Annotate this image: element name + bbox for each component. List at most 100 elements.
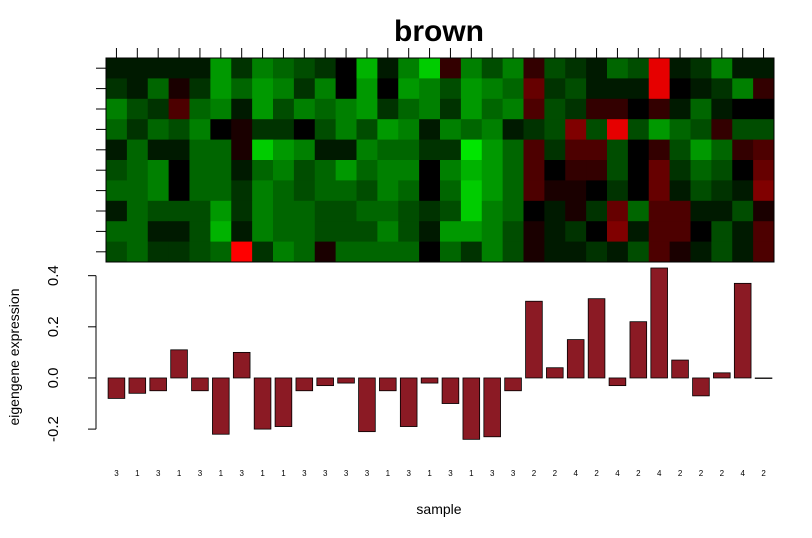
heatmap-cell (357, 78, 378, 99)
heatmap-cell (273, 140, 294, 161)
sample-label: 3 (156, 469, 161, 478)
bar (755, 378, 772, 379)
sample-label: 2 (720, 469, 725, 478)
heatmap-cell (732, 58, 753, 79)
heatmap-cell (586, 180, 607, 201)
heatmap-cell (336, 119, 357, 140)
heatmap-cell (670, 119, 691, 140)
heatmap-cell (252, 180, 273, 201)
heatmap-cell (148, 221, 169, 242)
sample-label: 1 (281, 469, 286, 478)
heatmap-cell (294, 140, 315, 161)
heatmap-cell (565, 221, 586, 242)
bar (275, 378, 292, 427)
heatmap-cell (482, 242, 503, 263)
sample-label: 2 (678, 469, 683, 478)
bar (317, 378, 334, 386)
heatmap-cell (524, 58, 545, 79)
heatmap-cell (628, 180, 649, 201)
heatmap-cell (732, 140, 753, 161)
heatmap-cell (503, 160, 524, 181)
bar (693, 378, 710, 396)
heatmap-cell (691, 221, 712, 242)
heatmap-cell (315, 160, 336, 181)
heatmap-cell (169, 201, 190, 222)
heatmap-cell (691, 58, 712, 79)
heatmap-cell (127, 221, 148, 242)
heatmap-cell (628, 140, 649, 161)
heatmap-cell (732, 78, 753, 99)
heatmap-cell (607, 160, 628, 181)
heatmap-cell (190, 119, 211, 140)
heatmap-cell (398, 242, 419, 263)
sample-label: 3 (511, 469, 516, 478)
heatmap-cell (565, 140, 586, 161)
heatmap-cell (524, 78, 545, 99)
heatmap-cell (649, 78, 670, 99)
heatmap-cell (628, 119, 649, 140)
sample-label: 3 (448, 469, 453, 478)
bar (588, 299, 605, 378)
heatmap-cell (190, 242, 211, 263)
heatmap-cell (315, 119, 336, 140)
heatmap-cell (357, 242, 378, 263)
heatmap-cell (586, 160, 607, 181)
heatmap-cell (231, 201, 252, 222)
sample-label: 2 (532, 469, 537, 478)
heatmap-cell (336, 242, 357, 263)
heatmap-cell (649, 119, 670, 140)
heatmap-cell (544, 180, 565, 201)
heatmap-cell (357, 180, 378, 201)
heatmap-cell (482, 78, 503, 99)
bar (254, 378, 271, 429)
y-tick-label: 0.2 (45, 316, 62, 337)
heatmap-cell (419, 119, 440, 140)
bar (505, 378, 522, 391)
heatmap-cell (398, 201, 419, 222)
bar (567, 340, 584, 378)
heatmap-cell (732, 201, 753, 222)
heatmap-cell (503, 78, 524, 99)
heatmap-cell (753, 242, 774, 263)
heatmap-cell (753, 119, 774, 140)
heatmap-cell (169, 221, 190, 242)
heatmap-cell (732, 160, 753, 181)
heatmap-cell (586, 140, 607, 161)
heatmap-cell (607, 140, 628, 161)
heatmap-cell (607, 201, 628, 222)
heatmap-cell (190, 140, 211, 161)
heatmap-cell (190, 221, 211, 242)
heatmap-cell (106, 78, 127, 99)
heatmap-cell (586, 78, 607, 99)
heatmap-cell (524, 140, 545, 161)
heatmap-cell (670, 201, 691, 222)
heatmap-cell (607, 221, 628, 242)
heatmap-cell (628, 242, 649, 263)
heatmap-cell (711, 99, 732, 120)
heatmap-cell (210, 99, 231, 120)
heatmap-cell (753, 78, 774, 99)
heatmap-cell (252, 119, 273, 140)
sample-label: 3 (365, 469, 370, 478)
heatmap-cell (419, 180, 440, 201)
heatmap-cell (649, 201, 670, 222)
sample-label: 4 (740, 469, 745, 478)
bar (609, 378, 626, 386)
sample-label: 1 (427, 469, 432, 478)
heatmap-cell (169, 99, 190, 120)
heatmap-cell (294, 58, 315, 79)
heatmap-cell (190, 78, 211, 99)
heatmap-cell (127, 78, 148, 99)
heatmap-cell (357, 160, 378, 181)
sample-label: 3 (490, 469, 495, 478)
heatmap-cell (106, 221, 127, 242)
heatmap-cell (482, 99, 503, 120)
heatmap-cell (565, 78, 586, 99)
heatmap-cell (273, 221, 294, 242)
sample-label: 1 (260, 469, 265, 478)
heatmap-cell (106, 160, 127, 181)
heatmap-cell (649, 58, 670, 79)
heatmap-cell (148, 201, 169, 222)
heatmap-cell (148, 180, 169, 201)
heatmap-cell (732, 221, 753, 242)
